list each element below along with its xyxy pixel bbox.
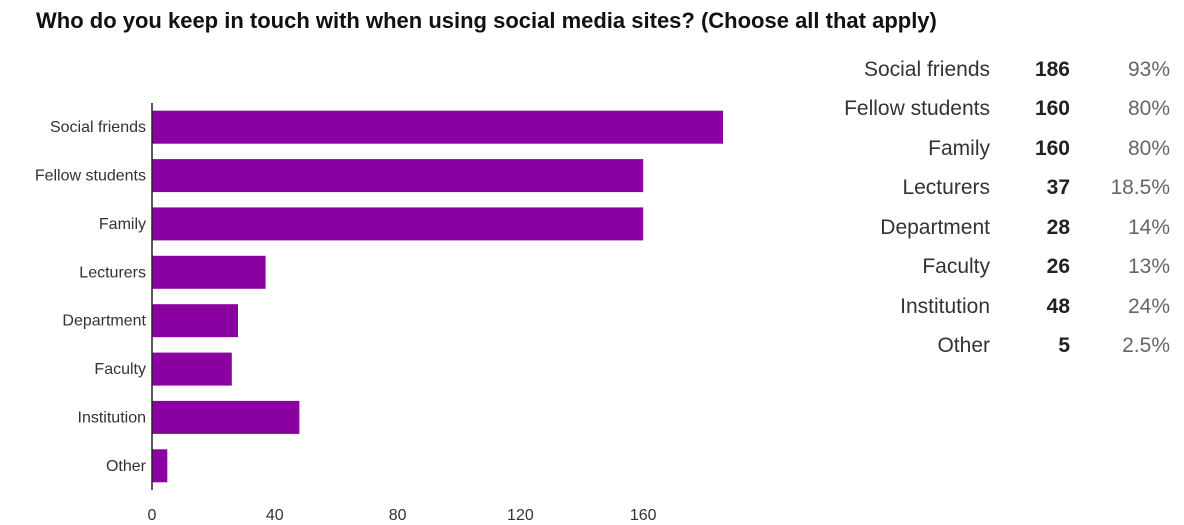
category-label: Social friends	[50, 119, 146, 136]
row-count: 26	[1046, 255, 1070, 279]
row-percent: 13%	[1127, 255, 1170, 279]
row-percent: 14%	[1127, 215, 1170, 239]
row-percent: 80%	[1127, 136, 1170, 160]
bar-social-friends	[152, 110, 723, 144]
chart-title: Who do you keep in touch with when using…	[36, 8, 937, 33]
category-label: Institution	[78, 409, 146, 426]
table-row: Other 5 2.5%	[820, 327, 1180, 367]
table-row: Family 160 80%	[820, 129, 1180, 169]
row-label: Faculty	[922, 255, 990, 279]
row-count: 28	[1046, 215, 1070, 239]
bar-lecturers	[152, 255, 266, 289]
x-tick-label: 0	[148, 507, 157, 524]
table-row: Fellow students 160 80%	[820, 90, 1180, 130]
row-count: 160	[1034, 97, 1070, 121]
row-label: Institution	[900, 294, 990, 318]
bar-department	[152, 304, 238, 338]
x-tick-label: 160	[630, 507, 657, 524]
row-label: Lecturers	[902, 176, 990, 200]
x-tick-label: 80	[389, 507, 407, 524]
row-count: 48	[1046, 294, 1070, 318]
table-row: Social friends 186 93%	[820, 50, 1180, 90]
row-count: 186	[1034, 57, 1070, 81]
row-count: 5	[1058, 334, 1070, 358]
table-row: Faculty 26 13%	[820, 248, 1180, 288]
x-tick-label: 40	[266, 507, 284, 524]
row-label: Department	[880, 215, 990, 239]
category-label: Family	[99, 216, 146, 233]
table-row: Department 28 14%	[820, 208, 1180, 248]
row-percent: 18.5%	[1110, 176, 1170, 200]
row-label: Social friends	[863, 57, 990, 81]
category-label: Faculty	[94, 361, 146, 378]
row-count: 160	[1034, 136, 1070, 160]
row-label: Fellow students	[844, 97, 990, 121]
table-row: Lecturers 37 18.5%	[820, 169, 1180, 209]
bar-family	[152, 207, 644, 241]
row-percent: 2.5%	[1122, 334, 1170, 358]
category-label: Department	[62, 313, 146, 330]
category-label: Fellow students	[35, 168, 146, 185]
bar-other	[152, 449, 168, 483]
bar-chart: Social friends Fellow students Family Lectu…	[35, 103, 723, 524]
bar-fellow-students	[152, 159, 644, 193]
bar-institution	[152, 400, 300, 434]
row-label: Other	[937, 334, 990, 358]
category-label: Lecturers	[79, 264, 146, 281]
row-percent: 93%	[1127, 57, 1170, 81]
category-label: Other	[106, 458, 147, 475]
row-count: 37	[1046, 176, 1070, 200]
row-label: Family	[928, 136, 990, 160]
row-percent: 24%	[1127, 294, 1170, 318]
x-tick-label: 120	[507, 507, 534, 524]
bar-faculty	[152, 352, 232, 386]
table-row: Institution 48 24%	[820, 287, 1180, 327]
summary-table: Social friends 186 93% Fellow students 160 80…	[820, 50, 1180, 366]
row-percent: 80%	[1127, 97, 1170, 121]
